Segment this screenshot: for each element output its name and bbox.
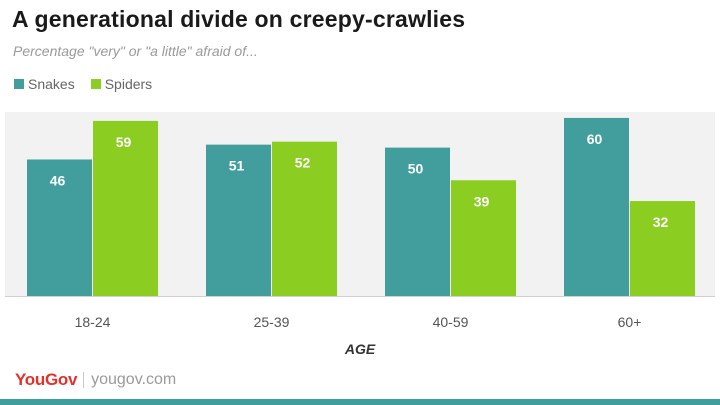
x-tick-label-60+: 60+	[618, 314, 642, 330]
bar-snakes-18-24	[27, 159, 92, 296]
data-label-spiders-18-24: 59	[116, 134, 132, 150]
chart-title: A generational divide on creepy-crawlies	[12, 6, 466, 32]
legend-swatch-snakes	[14, 79, 24, 89]
bar-snakes-60+	[564, 117, 629, 296]
bar-snakes-40-59	[385, 147, 450, 296]
brand-url[interactable]: yougov.com	[91, 371, 177, 388]
x-tick-label-18-24: 18-24	[75, 314, 111, 330]
legend-item-spiders: Spiders	[90, 76, 153, 92]
x-tick-label-25-39: 25-39	[254, 314, 290, 330]
bar-snakes-25-39	[206, 144, 271, 296]
legend-item-snakes: Snakes	[14, 76, 75, 92]
legend-label-snakes: Snakes	[28, 76, 75, 92]
x-axis-title: AGE	[344, 341, 376, 357]
data-label-spiders-25-39: 52	[295, 155, 311, 171]
bottom-accent-bar	[0, 399, 720, 405]
yougov-logo: YouGov	[15, 370, 78, 389]
brand-footer: YouGov yougov.com	[15, 370, 176, 390]
data-label-spiders-60+: 32	[653, 214, 669, 230]
data-label-snakes-18-24: 46	[50, 172, 66, 188]
chart-subtitle: Percentage "very" or "a little" afraid o…	[13, 43, 258, 59]
data-label-snakes-60+: 60	[587, 131, 603, 147]
x-tick-label-40-59: 40-59	[433, 314, 469, 330]
legend-label-spiders: Spiders	[104, 76, 153, 92]
bar-spiders-40-59	[451, 180, 516, 296]
data-label-snakes-40-59: 50	[408, 161, 424, 177]
legend: Snakes Spiders	[14, 76, 168, 92]
x-tick-labels: 18-24 25-39 40-59 60+	[75, 314, 642, 330]
legend-swatch-spiders	[90, 79, 101, 89]
brand-divider	[83, 372, 85, 388]
data-label-snakes-25-39: 51	[229, 158, 245, 174]
bar-spiders-60+	[630, 201, 695, 296]
bar-spiders-18-24	[93, 120, 158, 296]
bar-spiders-25-39	[272, 141, 337, 296]
bars-group: 46 59 51 52 50 39 60 32	[27, 117, 695, 296]
data-label-spiders-40-59: 39	[474, 193, 490, 209]
